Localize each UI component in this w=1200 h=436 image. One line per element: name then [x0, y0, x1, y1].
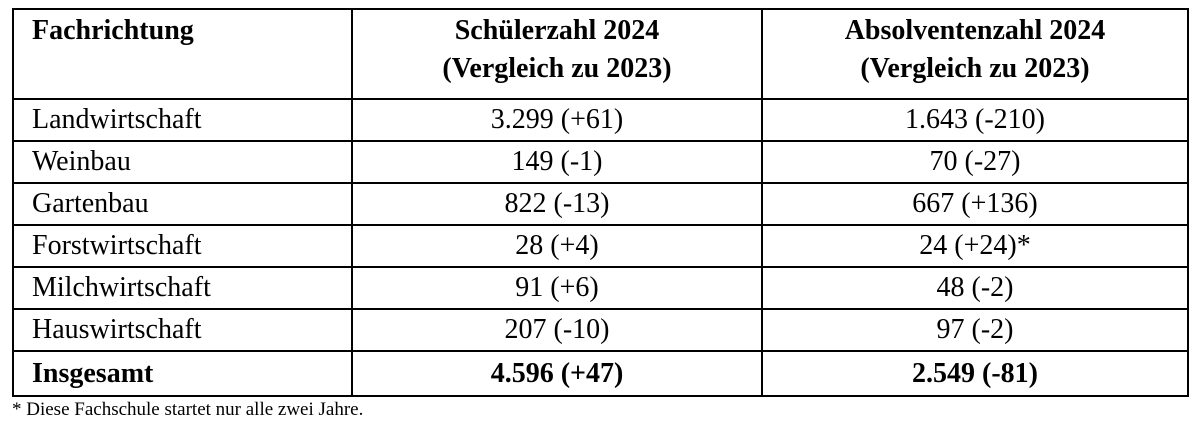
table-cell: 667 (+136)	[761, 182, 1189, 226]
table-cell: 91 (+6)	[351, 266, 763, 310]
table-row: Weinbau 149 (-1) 70 (-27)	[12, 140, 1189, 184]
table-cell: 28 (+4)	[351, 224, 763, 268]
table-cell: 70 (-27)	[761, 140, 1189, 184]
total-cell: 4.596 (+47)	[351, 350, 763, 397]
table-cell: 97 (-2)	[761, 308, 1189, 352]
header-text: (Vergleich zu 2023)	[442, 53, 672, 84]
header-row: Fachrichtung Schülerzahl 2024 (Vergleich z…	[12, 8, 1189, 100]
total-row: Insgesamt 4.596 (+47) 2.549 (-81)	[12, 350, 1189, 397]
table-cell: Hauswirtschaft	[12, 308, 353, 352]
table-cell: Forstwirtschaft	[12, 224, 353, 268]
header-text: (Vergleich zu 2023)	[860, 53, 1090, 84]
table-body: Landwirtschaft 3.299 (+61) 1.643 (-210) Wei…	[12, 98, 1189, 397]
total-cell: 2.549 (-81)	[761, 350, 1189, 397]
table-cell: Landwirtschaft	[12, 98, 353, 142]
table-cell: Milchwirtschaft	[12, 266, 353, 310]
table-row: Hauswirtschaft 207 (-10) 97 (-2)	[12, 308, 1189, 352]
header-cell: Schülerzahl 2024 (Vergleich zu 2023)	[351, 8, 763, 100]
header-text: Fachrichtung	[32, 15, 194, 46]
data-table: Fachrichtung Schülerzahl 2024 (Vergleich z…	[12, 8, 1189, 397]
table-cell: Weinbau	[12, 140, 353, 184]
table-cell: Gartenbau	[12, 182, 353, 226]
table-cell: 149 (-1)	[351, 140, 763, 184]
table-cell: 48 (-2)	[761, 266, 1189, 310]
total-cell: Insgesamt	[12, 350, 353, 397]
header-text: Absolventenzahl 2024	[844, 15, 1106, 46]
table-row: Landwirtschaft 3.299 (+61) 1.643 (-210)	[12, 98, 1189, 142]
header-cell: Fachrichtung	[12, 8, 353, 100]
header-cell: Absolventenzahl 2024 (Vergleich zu 2023)	[761, 8, 1189, 100]
table-row: Gartenbau 822 (-13) 667 (+136)	[12, 182, 1189, 226]
table-cell: 207 (-10)	[351, 308, 763, 352]
table-cell: 822 (-13)	[351, 182, 763, 226]
footnote: * Diese Fachschule startet nur alle zwei…	[12, 399, 364, 420]
table-cell: 24 (+24)*	[761, 224, 1189, 268]
table-cell: 3.299 (+61)	[351, 98, 763, 142]
header-text: Schülerzahl 2024	[454, 15, 660, 46]
table-cell: 1.643 (-210)	[761, 98, 1189, 142]
table-row: Milchwirtschaft 91 (+6) 48 (-2)	[12, 266, 1189, 310]
table-row: Forstwirtschaft 28 (+4) 24 (+24)*	[12, 224, 1189, 268]
